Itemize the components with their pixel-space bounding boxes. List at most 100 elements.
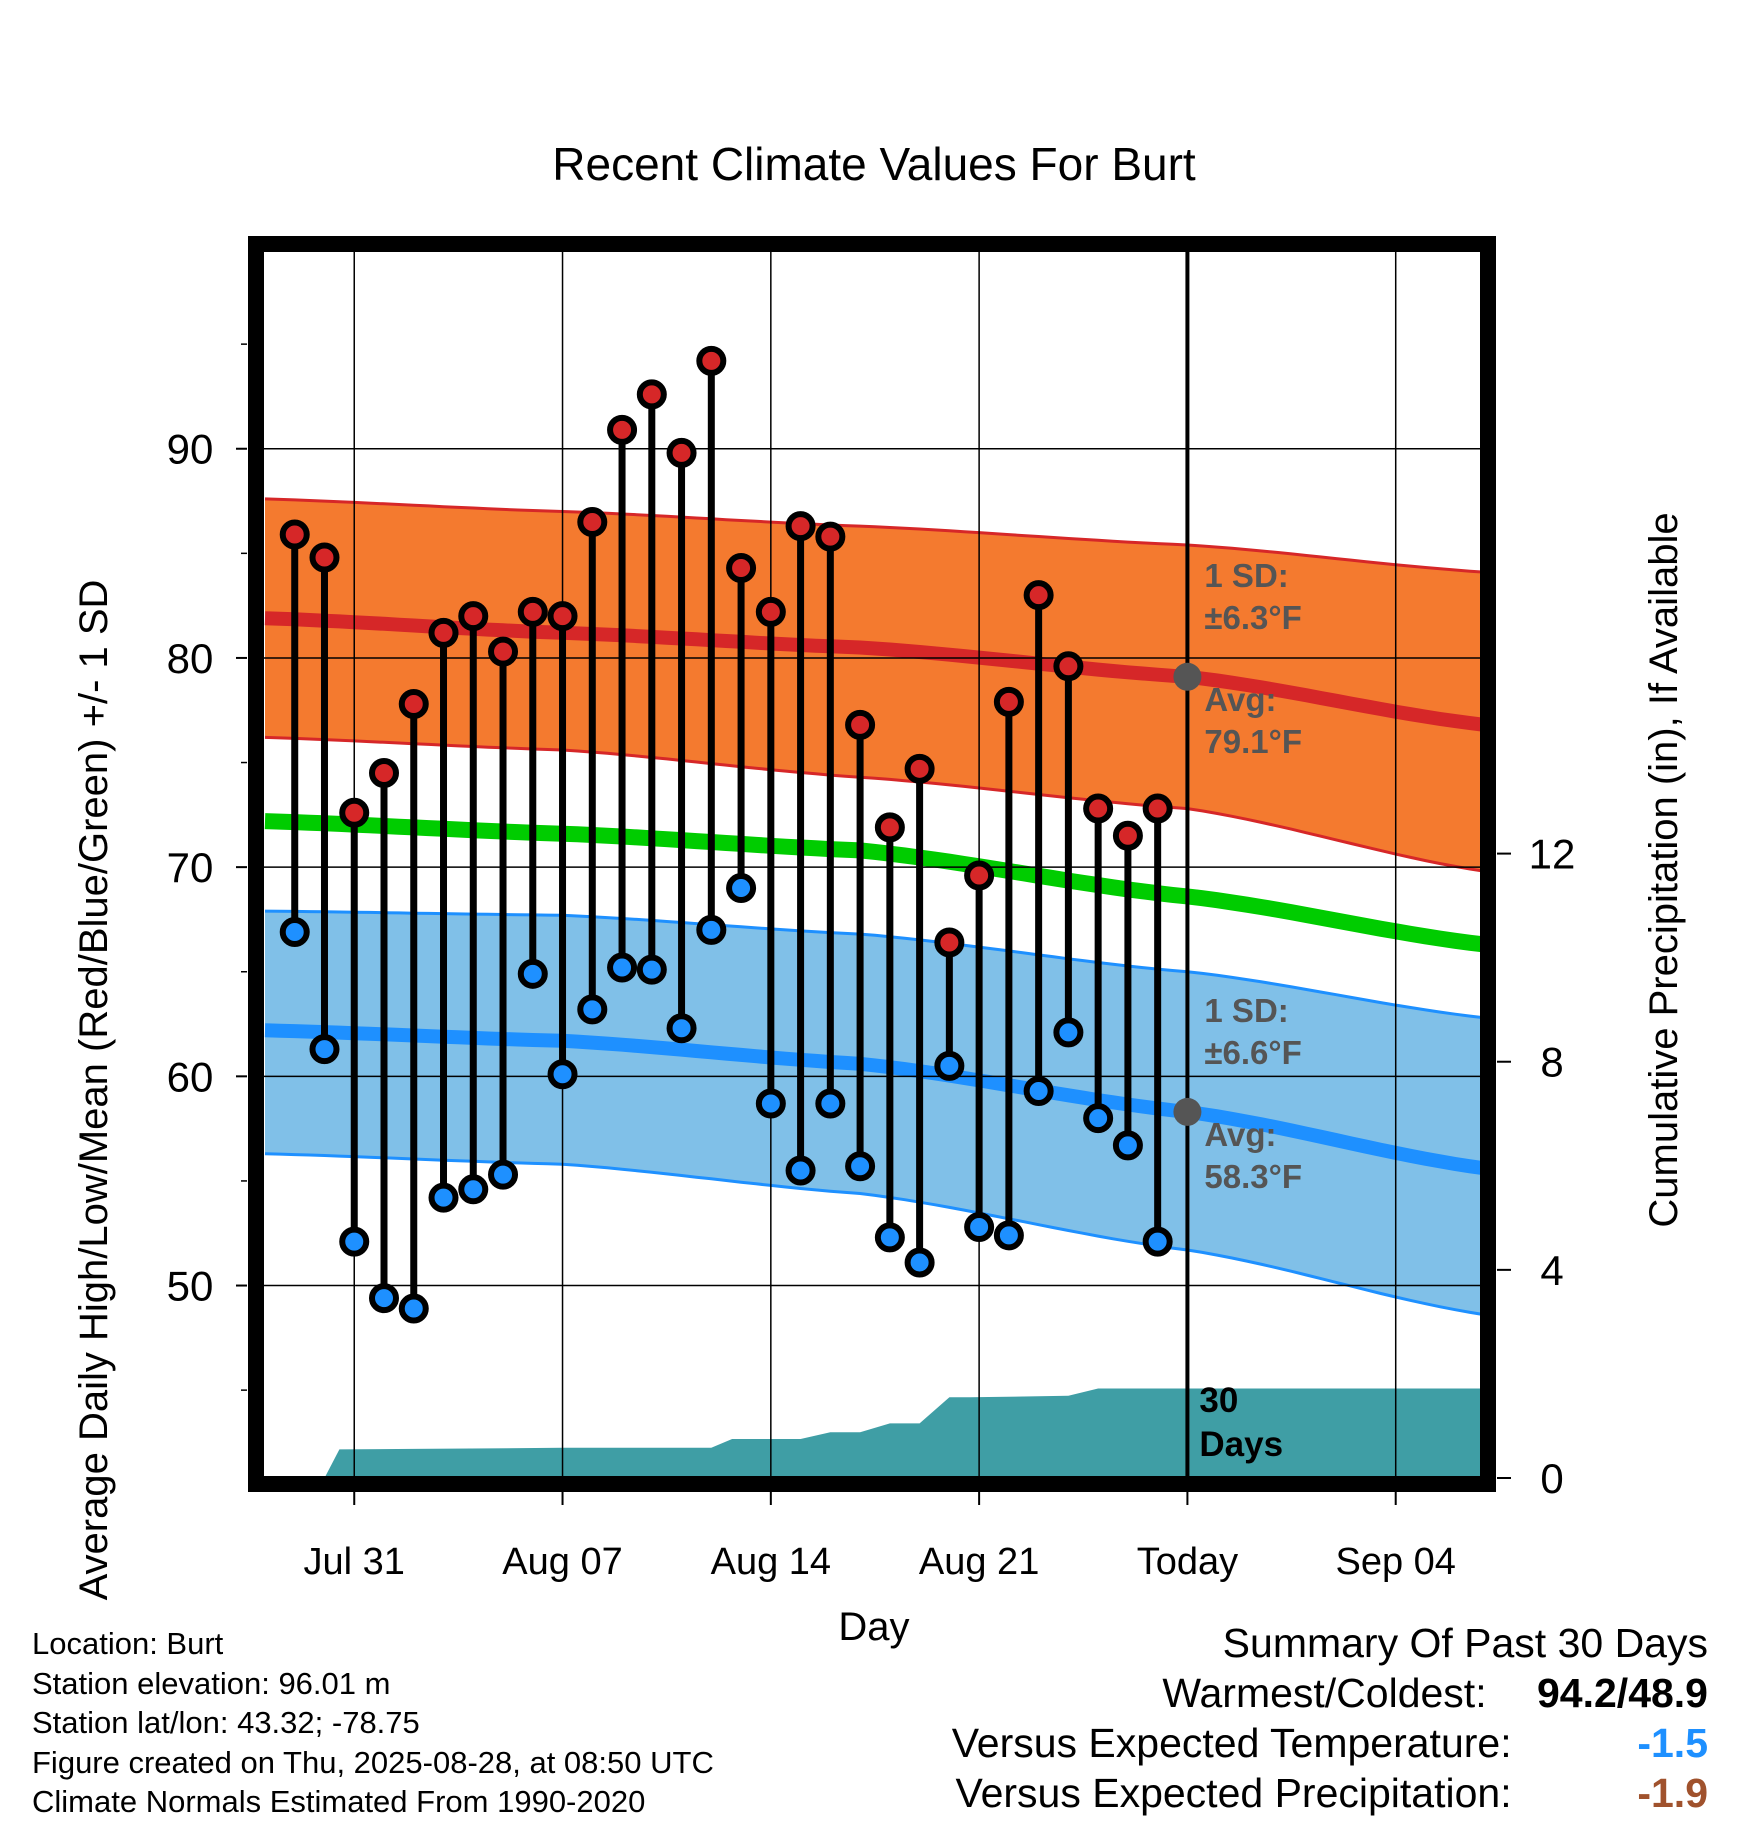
high-point <box>666 437 697 468</box>
today-low-avg-marker <box>1173 1097 1202 1126</box>
low-point <box>607 952 638 983</box>
low-point <box>458 1174 489 1205</box>
low-point <box>309 1034 340 1065</box>
high-point <box>993 686 1024 717</box>
high-point <box>547 601 578 632</box>
x-axis-label: Day <box>838 1605 909 1649</box>
high-point <box>934 927 965 958</box>
plot-content <box>262 250 1482 1478</box>
high-point <box>577 506 608 537</box>
high-point <box>428 617 459 648</box>
low-point <box>666 1013 697 1044</box>
temperature-departure-label: Versus Expected Temperature: <box>951 1720 1512 1766</box>
y-right-tick-label: 8 <box>1540 1039 1563 1086</box>
mean-normal-line <box>264 813 1482 953</box>
x-tick-label: Jul 31 <box>304 1541 405 1583</box>
high-point <box>726 552 757 583</box>
y-right-tick-label: 0 <box>1540 1455 1563 1502</box>
chart-title: Recent Climate Values For Burt <box>552 138 1196 190</box>
low-normal-line <box>264 1023 1482 1176</box>
low-sd-lower-edge <box>264 1152 1482 1316</box>
y-right-tick-label: 4 <box>1540 1247 1563 1294</box>
high-point <box>279 519 310 550</box>
temperature-departure-value: -1.5 <box>1637 1720 1708 1766</box>
high-sd-lower-edge <box>264 735 1482 873</box>
high-avg-label: Avg: <box>1204 681 1276 718</box>
high-point <box>785 511 816 542</box>
warmest-coldest-value: 94.2/48.9 <box>1537 1670 1708 1716</box>
today-high-avg-marker <box>1173 662 1202 691</box>
low-sd-label: 1 SD: <box>1204 992 1288 1029</box>
precipitation-departure-label: Versus Expected Precipitation: <box>955 1770 1512 1816</box>
low-point <box>1053 1017 1084 1048</box>
high-sd-upper-edge <box>264 497 1482 574</box>
low-point <box>785 1155 816 1186</box>
y-axis-right-label: Cumulative Precipitation (in), If Availa… <box>1642 512 1686 1227</box>
y-right-tick-label: 12 <box>1529 831 1576 878</box>
plot-area: 1 SD: ±6.3°F Avg: 79.1°F 1 SD: ±6.6°F Avg: 58.3… <box>167 236 1576 1583</box>
high-avg-value: 79.1°F <box>1204 723 1302 760</box>
high-point <box>607 414 638 445</box>
low-avg-label: Avg: <box>1204 1116 1276 1153</box>
window-days-number: 30 <box>1199 1381 1238 1420</box>
warmest-coldest-row: Warmest/Coldest: 94.2/48.9 <box>952 1668 1708 1718</box>
x-tick-label: Aug 21 <box>919 1541 1039 1583</box>
low-point <box>815 1088 846 1119</box>
x-tick-label: Aug 14 <box>711 1541 831 1583</box>
low-avg-value: 58.3°F <box>1204 1158 1302 1195</box>
high-point <box>1083 793 1114 824</box>
high-point <box>339 797 370 828</box>
window-days-unit: Days <box>1199 1425 1283 1464</box>
low-point <box>1083 1103 1114 1134</box>
high-point <box>904 753 935 784</box>
low-point <box>1112 1130 1143 1161</box>
low-point <box>428 1182 459 1213</box>
low-point <box>726 873 757 904</box>
y-tick-label: 50 <box>167 1263 214 1310</box>
temperature-departure-row: Versus Expected Temperature: -1.5 <box>952 1718 1708 1768</box>
high-point <box>1112 820 1143 851</box>
y-tick-label: 90 <box>167 426 214 473</box>
created-text: Figure created on Thu, 2025-08-28, at 08… <box>32 1744 714 1780</box>
y-axis-label: Average Daily High/Low/Mean (Red/Blue/Gr… <box>72 580 116 1601</box>
elevation-text: Station elevation: 96.01 m <box>32 1665 391 1701</box>
low-point <box>547 1059 578 1090</box>
high-point <box>874 812 905 843</box>
low-sd-band <box>265 911 1482 1315</box>
low-point <box>339 1226 370 1257</box>
low-point <box>279 916 310 947</box>
high-point <box>845 709 876 740</box>
high-point <box>696 345 727 376</box>
plot-frame <box>248 236 1496 1492</box>
low-point <box>845 1151 876 1182</box>
low-point <box>369 1283 399 1314</box>
low-point <box>755 1088 786 1119</box>
y-tick-label: 60 <box>167 1053 214 1100</box>
high-point <box>1142 793 1173 824</box>
high-sd-label: 1 SD: <box>1204 557 1288 594</box>
y-tick-label: 80 <box>167 635 214 682</box>
x-tick-label: Sep 04 <box>1335 1541 1455 1583</box>
low-point <box>1142 1226 1173 1257</box>
high-point <box>398 688 429 719</box>
latlon-text: Station lat/lon: 43.32; -78.75 <box>32 1705 420 1740</box>
high-point <box>964 860 995 891</box>
low-point <box>1023 1075 1054 1106</box>
low-point <box>488 1159 519 1190</box>
precipitation-area <box>264 1388 1482 1478</box>
low-point <box>636 954 667 985</box>
precipitation-departure-value: -1.9 <box>1637 1770 1708 1816</box>
low-point <box>934 1050 965 1081</box>
low-sd-upper-edge <box>264 909 1482 1019</box>
high-point <box>755 596 786 627</box>
station-info: Location: Burt Station elevation: 96.01 … <box>32 1624 714 1822</box>
high-point <box>488 636 519 667</box>
normals-text: Climate Normals Estimated From 1990-2020 <box>32 1784 646 1819</box>
high-point <box>369 757 399 788</box>
high-point <box>1023 580 1054 611</box>
high-sd-value: ±6.3°F <box>1204 599 1301 636</box>
low-point <box>993 1220 1024 1251</box>
low-sd-value: ±6.6°F <box>1204 1034 1301 1071</box>
location-text: Location: Burt <box>32 1626 224 1661</box>
low-point <box>874 1222 905 1253</box>
